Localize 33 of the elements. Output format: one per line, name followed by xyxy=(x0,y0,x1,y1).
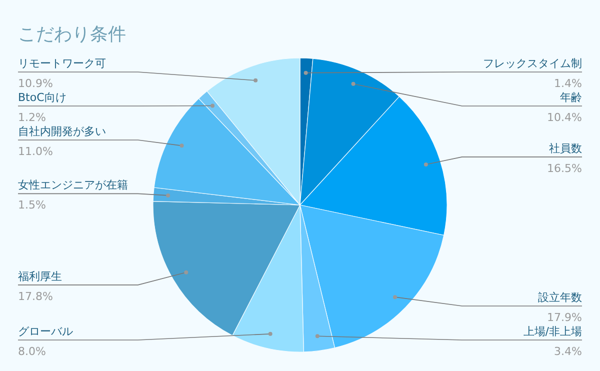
slice-label: 女性エンジニアが在籍 xyxy=(18,178,128,192)
data-label: 10.9% xyxy=(18,77,53,90)
slice-label: BtoC向け xyxy=(18,91,66,104)
slice-label: 自社内開発が多い xyxy=(18,125,106,138)
pie-slice xyxy=(300,96,448,236)
pie-slice xyxy=(300,204,444,348)
pie-slice xyxy=(300,204,336,352)
data-label: 16.5% xyxy=(547,162,582,175)
slice-label: 上場/非上場 xyxy=(523,325,582,338)
pie-slice xyxy=(152,201,300,336)
slice-label: 設立年数 xyxy=(538,291,582,304)
data-label: 17.9% xyxy=(547,311,582,324)
pie-slice xyxy=(206,58,300,206)
data-label: 17.8% xyxy=(18,290,53,303)
pie-slice xyxy=(154,98,300,206)
data-label: 1.4% xyxy=(554,77,582,90)
pie-slice xyxy=(198,90,300,206)
data-label: 1.5% xyxy=(18,198,46,212)
slice-label: 福利厚生 xyxy=(18,270,62,283)
slice-label: 社員数 xyxy=(549,142,582,155)
data-label: 11.0% xyxy=(18,145,53,158)
pie-slice xyxy=(152,187,300,206)
data-label: 10.4% xyxy=(547,111,582,124)
slice-label: 年齢 xyxy=(560,91,582,104)
slice-label: フレックスタイム制 xyxy=(483,57,582,70)
data-label: 8.0% xyxy=(18,345,46,358)
slice-label: グローバル xyxy=(18,325,73,338)
pie-slice xyxy=(232,204,304,352)
pie-slice xyxy=(300,58,400,206)
data-label: 1.2% xyxy=(18,111,46,124)
chart-title: こだわり条件 xyxy=(18,24,126,45)
data-label: 3.4% xyxy=(554,345,582,358)
slice-label: リモートワーク可 xyxy=(18,57,106,70)
